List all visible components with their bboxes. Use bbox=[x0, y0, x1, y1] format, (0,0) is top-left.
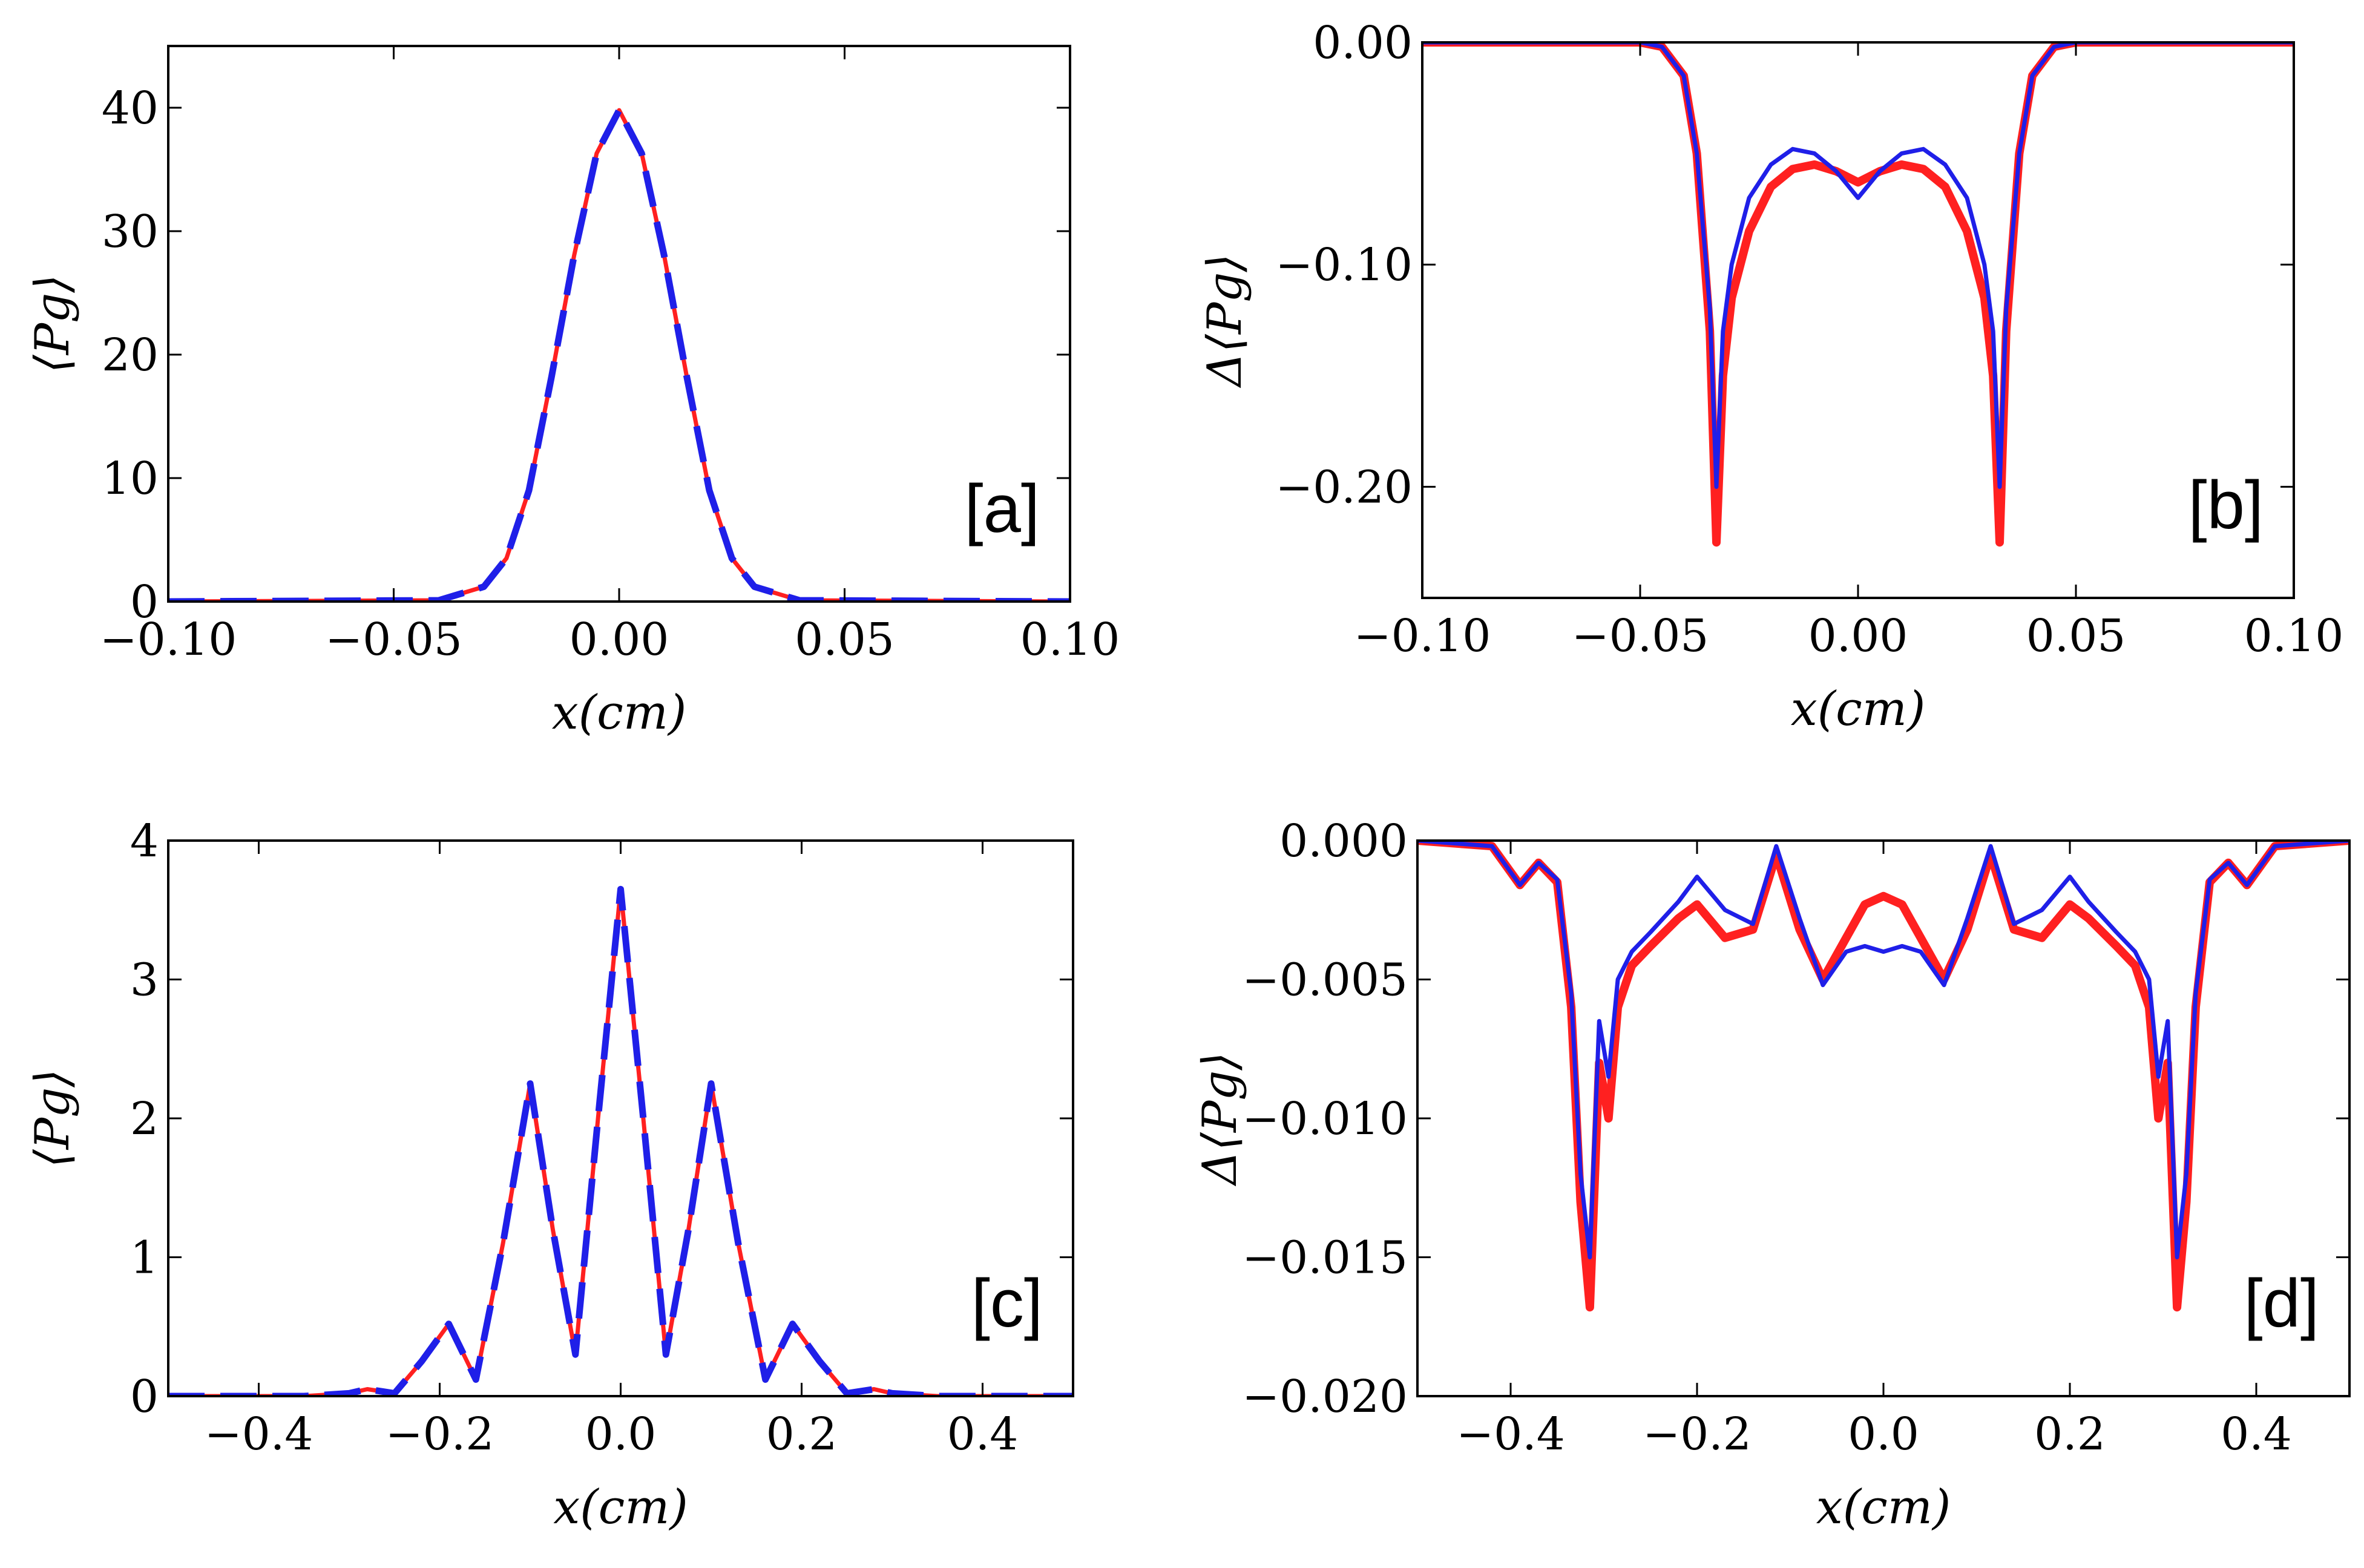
y-tick-label: 0.00 bbox=[1313, 17, 1413, 69]
series-line-blue-dashed bbox=[168, 885, 1073, 1396]
x-tick-label: 0.4 bbox=[2221, 1408, 2292, 1460]
y-axis-label: Δ⟨Pg⟩ bbox=[1193, 1052, 1247, 1187]
x-tick-label: −0.10 bbox=[1354, 610, 1491, 662]
y-tick-label: 4 bbox=[130, 815, 159, 867]
y-tick-label: 0 bbox=[130, 576, 159, 628]
y-tick-label: −0.10 bbox=[1275, 239, 1413, 291]
x-tick-label: 0.2 bbox=[766, 1408, 838, 1460]
series-line-blue bbox=[1417, 841, 2349, 1259]
x-tick-label: −0.2 bbox=[386, 1408, 494, 1460]
y-tick-label: −0.20 bbox=[1275, 461, 1413, 513]
y-tick-label: 0.000 bbox=[1279, 815, 1408, 867]
panel-a: −0.10 −0.05 0.00 0.05 0.10 0 10 20 30 40 x(cm) ⟨Pg⟩… bbox=[25, 45, 1120, 740]
x-tick-label: −0.10 bbox=[100, 614, 237, 666]
x-tick-label: −0.05 bbox=[1572, 610, 1709, 662]
panel-d: −0.4 −0.2 0.0 0.2 0.4 0.000 −0.005 −0.010 −0.015… bbox=[1193, 815, 2351, 1535]
x-axis-label: x(cm) bbox=[1791, 682, 1926, 736]
x-tick-label: 0.2 bbox=[2034, 1408, 2106, 1460]
x-tick-label: 0.0 bbox=[585, 1408, 657, 1460]
axes-frame bbox=[1421, 41, 2295, 599]
y-axis-label: ⟨Pg⟩ bbox=[25, 1069, 80, 1167]
y-tick-label: 2 bbox=[130, 1093, 159, 1145]
y-tick-label: 40 bbox=[102, 82, 159, 134]
y-tick-label: 20 bbox=[102, 329, 159, 381]
y-tick-label: 3 bbox=[130, 954, 159, 1006]
x-tick-label: 0.0 bbox=[1848, 1408, 1919, 1460]
series-line-blue-dashed bbox=[168, 107, 1070, 602]
y-tick-label: −0.020 bbox=[1242, 1371, 1408, 1423]
series-line-red-solid bbox=[168, 887, 1073, 1396]
x-axis-label: x(cm) bbox=[553, 1480, 688, 1535]
x-tick-label: 0.00 bbox=[1808, 610, 1908, 662]
panel-label: [a] bbox=[964, 471, 1040, 546]
x-tick-label: 0.05 bbox=[795, 614, 895, 666]
x-axis-label: x(cm) bbox=[1816, 1480, 1951, 1535]
series-line-blue bbox=[1422, 42, 2294, 489]
x-tick-label: −0.4 bbox=[205, 1408, 314, 1460]
x-tick-label: −0.2 bbox=[1643, 1408, 1752, 1460]
panel-c: −0.4 −0.2 0.0 0.2 0.4 0 1 2 3 4 x(cm) ⟨Pg⟩ [c] bbox=[25, 815, 1074, 1535]
x-tick-label: 0.05 bbox=[2026, 610, 2126, 662]
y-tick-label: 1 bbox=[130, 1232, 159, 1284]
x-axis-label: x(cm) bbox=[552, 686, 687, 740]
series-line-red bbox=[1422, 42, 2294, 547]
y-tick-label: 10 bbox=[102, 453, 159, 505]
y-axis-label: Δ⟨Pg⟩ bbox=[1198, 254, 1252, 389]
panel-label: [b] bbox=[2188, 467, 2264, 543]
panel-b: −0.10 −0.05 0.00 0.05 0.10 0.00 −0.10 −0.20 x(cm… bbox=[1198, 17, 2343, 736]
series-line-red-solid bbox=[168, 108, 1070, 602]
panel-label: [c] bbox=[971, 1265, 1043, 1341]
axes-frame bbox=[167, 839, 1074, 1397]
axes-frame bbox=[1416, 839, 2351, 1397]
panel-label: [d] bbox=[2244, 1265, 2319, 1341]
axes-frame bbox=[167, 45, 1071, 603]
y-tick-label: 30 bbox=[102, 206, 159, 258]
y-tick-label: −0.010 bbox=[1242, 1093, 1408, 1145]
x-tick-label: 0.4 bbox=[947, 1408, 1019, 1460]
x-tick-label: 0.00 bbox=[570, 614, 669, 666]
x-tick-label: 0.10 bbox=[1020, 614, 1120, 666]
x-tick-label: −0.05 bbox=[325, 614, 462, 666]
y-tick-label: 0 bbox=[130, 1371, 159, 1423]
y-tick-label: −0.015 bbox=[1242, 1232, 1408, 1284]
series-line-red bbox=[1417, 841, 2349, 1312]
y-axis-label: ⟨Pg⟩ bbox=[25, 274, 80, 373]
x-tick-label: −0.4 bbox=[1456, 1408, 1565, 1460]
x-tick-label: 0.10 bbox=[2244, 610, 2344, 662]
y-tick-label: −0.005 bbox=[1242, 954, 1408, 1006]
